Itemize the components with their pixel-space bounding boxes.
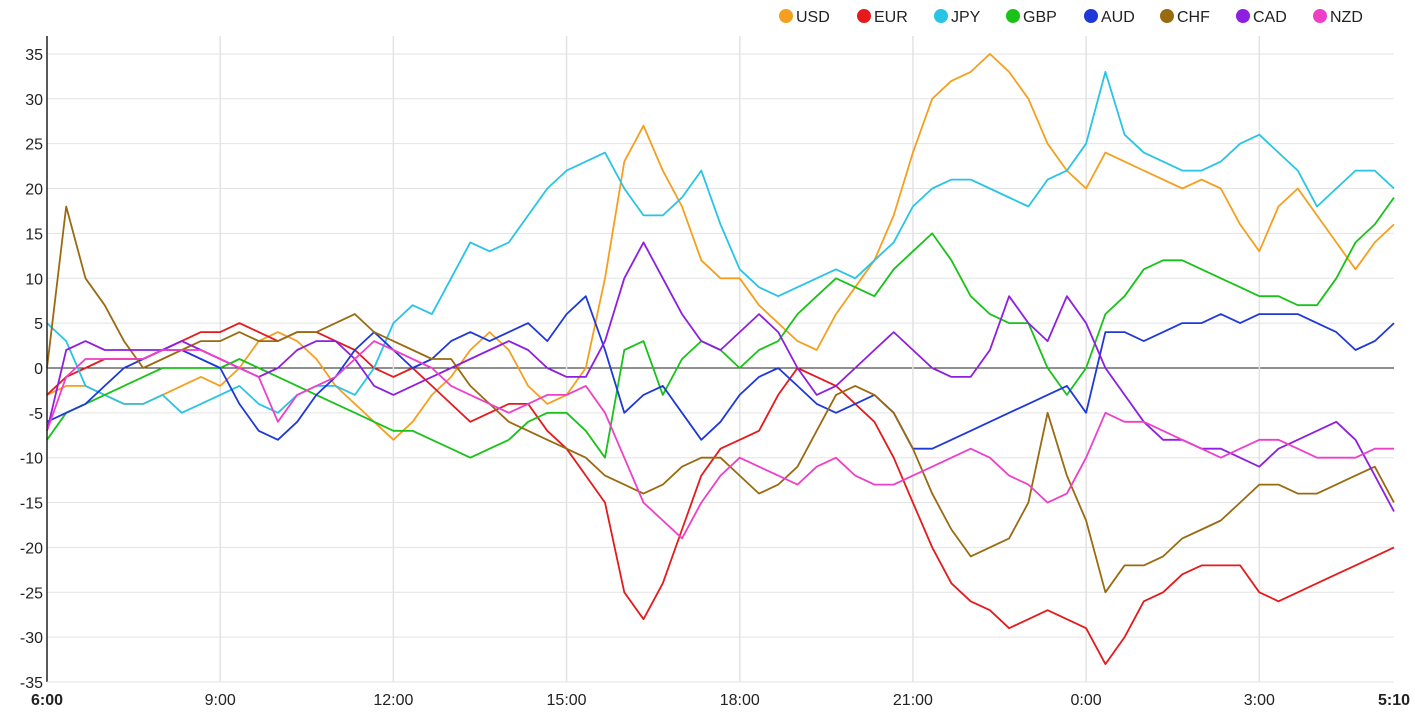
series-line-jpy bbox=[46, 71, 1395, 414]
y-tick-label: 0 bbox=[34, 361, 43, 378]
axes: 35 30 25 20 15 10 5 0 -5 -10 -15 -20 -25 -30 -356:00 9:… bbox=[20, 36, 1410, 709]
legend-marker bbox=[934, 9, 948, 23]
legend: USD EUR JPY GBP AUD CHF CAD NZD bbox=[779, 9, 1363, 26]
legend-item-cad[interactable]: CAD bbox=[1236, 9, 1287, 26]
y-tick-label: -30 bbox=[20, 630, 43, 647]
x-tick-label: 0:00 bbox=[1071, 692, 1102, 709]
grid bbox=[47, 36, 1394, 683]
legend-item-usd[interactable]: USD bbox=[779, 9, 830, 26]
legend-marker bbox=[857, 9, 871, 23]
x-tick-label: 15:00 bbox=[547, 692, 587, 709]
legend-item-gbp[interactable]: GBP bbox=[1006, 9, 1057, 26]
y-tick-label: -15 bbox=[20, 496, 43, 513]
legend-label: JPY bbox=[951, 9, 981, 26]
x-tick-label: 21:00 bbox=[893, 692, 933, 709]
y-tick-label: 20 bbox=[25, 182, 43, 199]
legend-item-chf[interactable]: CHF bbox=[1160, 9, 1210, 26]
series-line-aud bbox=[46, 295, 1395, 450]
series-line-eur bbox=[46, 322, 1395, 665]
legend-label: CAD bbox=[1253, 9, 1287, 26]
x-tick-label: 12:00 bbox=[373, 692, 413, 709]
legend-label: EUR bbox=[874, 9, 908, 26]
legend-label: AUD bbox=[1101, 9, 1135, 26]
y-tick-label: -25 bbox=[20, 585, 43, 602]
legend-marker bbox=[1006, 9, 1020, 23]
series-layer bbox=[46, 53, 1395, 665]
y-tick-label: -35 bbox=[20, 675, 43, 692]
y-tick-label: -20 bbox=[20, 540, 43, 557]
series-line-cad bbox=[46, 241, 1395, 512]
legend-item-nzd[interactable]: NZD bbox=[1313, 9, 1363, 26]
legend-item-jpy[interactable]: JPY bbox=[934, 9, 981, 26]
series-line-nzd bbox=[46, 340, 1394, 540]
y-tick-label: 10 bbox=[25, 271, 43, 288]
legend-label: NZD bbox=[1330, 9, 1363, 26]
legend-item-eur[interactable]: EUR bbox=[857, 9, 908, 26]
legend-marker bbox=[1160, 9, 1174, 23]
y-tick-label: 15 bbox=[25, 226, 43, 243]
y-tick-label: 30 bbox=[25, 92, 43, 109]
y-tick-label: 5 bbox=[34, 316, 43, 333]
legend-label: USD bbox=[796, 9, 830, 26]
legend-marker bbox=[779, 9, 793, 23]
legend-label: CHF bbox=[1177, 9, 1210, 26]
x-tick-label: 3:00 bbox=[1244, 692, 1275, 709]
legend-marker bbox=[1084, 9, 1098, 23]
x-tick-label: 18:00 bbox=[720, 692, 760, 709]
y-tick-label: 35 bbox=[25, 47, 43, 64]
y-tick-label: 25 bbox=[25, 137, 43, 154]
x-tick-label: 5:10 bbox=[1378, 692, 1410, 709]
y-tick-label: -5 bbox=[29, 406, 43, 423]
legend-item-aud[interactable]: AUD bbox=[1084, 9, 1135, 26]
x-tick-label: 9:00 bbox=[205, 692, 236, 709]
series-line-chf bbox=[46, 205, 1395, 594]
legend-marker bbox=[1236, 9, 1250, 23]
legend-label: GBP bbox=[1023, 9, 1057, 26]
series-line-usd bbox=[46, 53, 1395, 441]
legend-marker bbox=[1313, 9, 1327, 23]
y-tick-label: -10 bbox=[20, 451, 43, 468]
x-tick-label: 6:00 bbox=[31, 692, 63, 709]
